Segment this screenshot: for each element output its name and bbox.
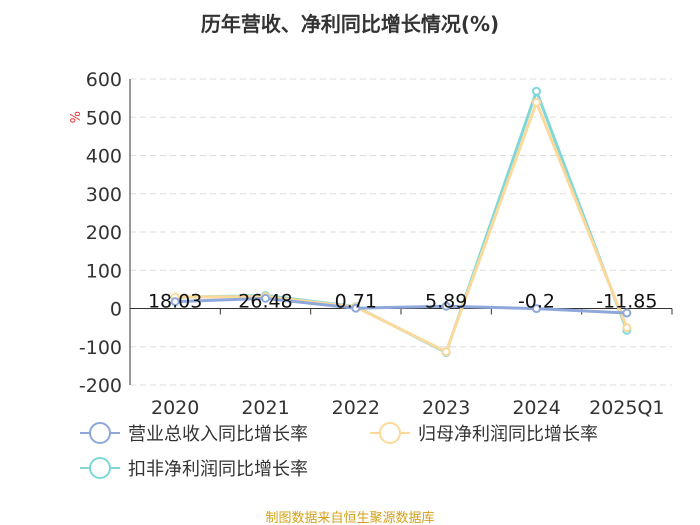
y-tick-label: 100 [86, 260, 122, 282]
y-tick-label: 200 [86, 222, 122, 244]
series-line-1 [175, 98, 629, 354]
data-label: 26.48 [238, 291, 292, 313]
data-point [170, 297, 180, 307]
y-tick-label: 600 [86, 69, 122, 91]
legend-label: 营业总收入同比增长率 [128, 424, 308, 445]
data-label: -11.85 [596, 291, 657, 313]
data-point [351, 303, 361, 313]
data-label: 18.03 [148, 291, 202, 313]
data-point [532, 86, 541, 96]
source-note: 制图数据来自恒生聚源数据库 [265, 511, 435, 525]
data-point [532, 304, 541, 314]
y-tick-label: 400 [86, 146, 122, 168]
chart-title: 历年营收、净利同比增长情况(%) [200, 12, 500, 36]
legend-marker [379, 422, 401, 444]
data-point [532, 97, 541, 107]
series-line-0 [175, 296, 627, 315]
data-point [622, 323, 632, 333]
x-tick-label: 2022 [332, 397, 380, 419]
data-label: 0.71 [335, 291, 377, 313]
x-tick-label: 2021 [241, 397, 289, 419]
legend-label: 扣非净利润同比增长率 [128, 459, 308, 480]
data-label: -0.2 [518, 291, 555, 313]
data-point [441, 347, 451, 357]
y-tick-label: 500 [86, 107, 122, 129]
data-label: 5.89 [425, 291, 467, 313]
x-tick-label: 2025Q1 [589, 397, 664, 419]
y-tick-label: -100 [79, 337, 122, 359]
data-point [622, 308, 632, 318]
y-tick-label: 300 [86, 184, 122, 206]
x-tick-label: 2020 [151, 397, 199, 419]
y-axis-label: % [66, 111, 81, 123]
legend-label: 归母净利润同比增长率 [418, 424, 598, 445]
y-tick-label: 0 [110, 299, 122, 321]
legend-marker [89, 422, 111, 444]
x-tick-label: 2024 [512, 397, 560, 419]
y-tick-label: -200 [79, 375, 122, 397]
legend-marker [89, 457, 111, 479]
data-point [261, 293, 270, 303]
x-tick-label: 2023 [422, 397, 470, 419]
data-point [441, 301, 451, 311]
